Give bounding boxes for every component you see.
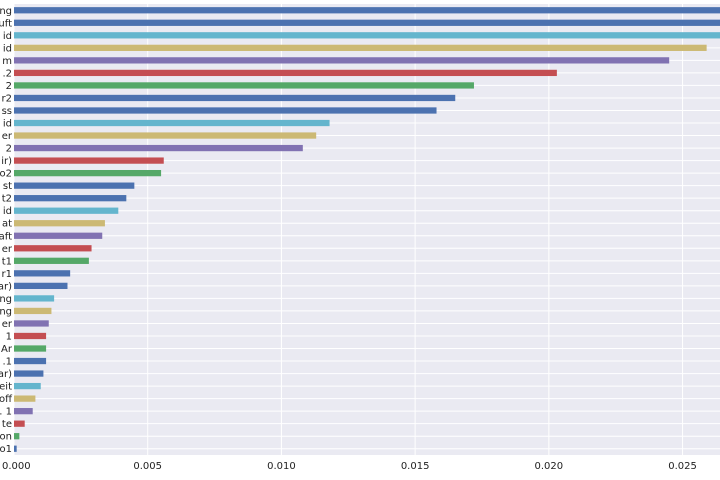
bar-35 — [14, 445, 17, 452]
y-tick-label-10: er — [2, 131, 13, 142]
bar-26 — [14, 332, 47, 340]
y-tick-label-15: t2 — [2, 194, 12, 205]
bar-29 — [14, 370, 44, 377]
bar-17 — [14, 220, 105, 227]
y-tick-label-25: er — [2, 319, 13, 330]
x-tick-labels: 0.000 0.005 0.010 0.015 0.020 0.025 — [2, 461, 697, 472]
y-tick-label-28: .1 — [2, 357, 12, 368]
plot-area — [14, 4, 720, 455]
y-tick-label-22: ar) — [0, 281, 12, 292]
y-tick-label-8: ss — [2, 106, 12, 117]
x-tick-label-5: 0.025 — [668, 461, 697, 472]
bar-25 — [14, 320, 49, 327]
bar-22 — [14, 282, 68, 290]
y-tick-label-27: Ar — [1, 344, 13, 355]
x-tick-label-0: 0.000 — [2, 461, 31, 472]
y-tick-label-20: t1 — [2, 256, 12, 267]
bar-12 — [14, 157, 164, 164]
y-tick-label-31: off — [0, 394, 13, 405]
bar-32 — [14, 408, 33, 415]
bar-2 — [14, 32, 720, 39]
bar-5 — [14, 69, 557, 77]
bar-20 — [14, 257, 89, 264]
y-tick-label-30: eit — [0, 382, 12, 393]
y-tick-label-33: te — [2, 419, 12, 430]
y-tick-label-35: o1 — [0, 444, 12, 455]
bar-10 — [14, 132, 317, 139]
bar-3 — [14, 44, 707, 51]
y-tick-label-6: 2 — [6, 81, 12, 92]
y-tick-label-3: id — [3, 43, 12, 54]
y-tick-label-9: id — [3, 119, 12, 130]
bar-7 — [14, 94, 456, 102]
y-tick-label-13: o2 — [0, 169, 12, 180]
bar-4 — [14, 57, 670, 64]
y-tick-label-14: st — [3, 181, 12, 192]
y-tick-label-16: id — [3, 206, 12, 217]
y-tick-label-2: id — [3, 31, 12, 42]
bar-11 — [14, 144, 303, 152]
bar-9 — [14, 119, 330, 127]
bar-14 — [14, 182, 135, 189]
bar-8 — [14, 107, 437, 114]
y-tick-label-0: ng — [0, 6, 12, 17]
bar-28 — [14, 357, 47, 365]
bars — [14, 7, 720, 452]
y-tick-label-19: er — [2, 244, 13, 255]
y-tick-label-12: ir) — [1, 156, 12, 167]
y-tick-label-34: on — [0, 432, 12, 443]
bar-6 — [14, 82, 474, 89]
y-tick-label-32: . 1 — [0, 407, 12, 418]
bar-13 — [14, 169, 162, 177]
bar-24 — [14, 307, 52, 315]
bar-15 — [14, 195, 127, 202]
y-tick-label-29: ar) — [0, 369, 12, 380]
y-tick-label-26: 1 — [6, 331, 12, 342]
bar-34 — [14, 433, 20, 440]
y-tick-label-11: 2 — [6, 144, 12, 155]
y-tick-label-1: uft — [0, 18, 12, 29]
x-tick-label-1: 0.005 — [133, 461, 162, 472]
bar-30 — [14, 382, 41, 390]
bar-33 — [14, 420, 25, 427]
bar-31 — [14, 395, 36, 402]
bar-18 — [14, 232, 103, 239]
bar-23 — [14, 295, 55, 302]
y-tick-label-23: ng — [0, 294, 12, 305]
bar-21 — [14, 270, 71, 277]
x-tick-label-4: 0.020 — [535, 461, 564, 472]
y-tick-label-4: m — [2, 56, 12, 67]
y-tick-label-18: aft — [0, 231, 12, 242]
y-tick-label-7: r2 — [2, 93, 12, 104]
x-tick-label-2: 0.010 — [267, 461, 296, 472]
x-tick-label-3: 0.015 — [401, 461, 430, 472]
x-gridlines — [13, 4, 684, 455]
bar-19 — [14, 245, 92, 252]
y-tick-label-17: at — [2, 219, 12, 230]
y-tick-label-24: ng — [0, 306, 12, 317]
bar-27 — [14, 345, 47, 352]
y-tick-label-5: .2 — [2, 68, 12, 79]
y-tick-label-21: r1 — [2, 269, 12, 280]
bar-0 — [14, 7, 720, 14]
bar-16 — [14, 207, 119, 214]
bar-1 — [14, 19, 720, 26]
